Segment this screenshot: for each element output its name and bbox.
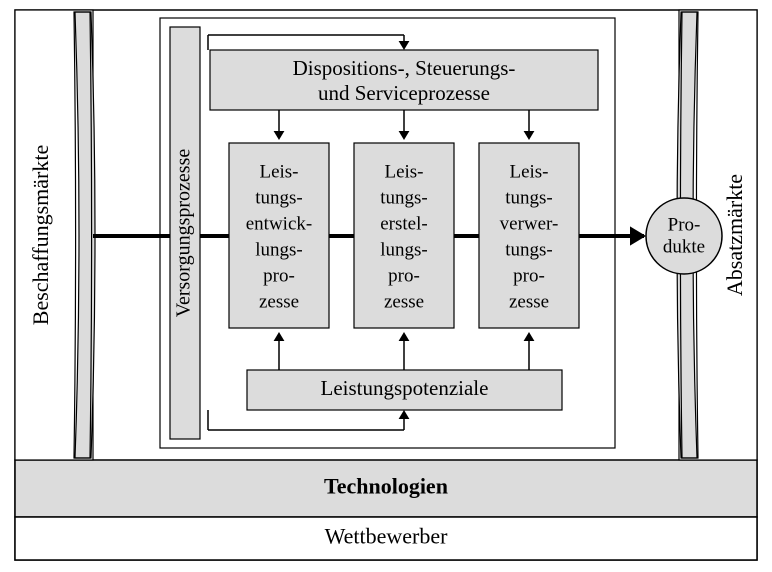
dispositions-box-line-0: Dispositions-, Steuerungs- bbox=[293, 56, 516, 80]
core-box-erstellung-line-2: erstel- bbox=[380, 213, 427, 234]
core-box-erstellung-line-1: tungs- bbox=[380, 187, 428, 208]
absatzmaerkte-label: Absatzmärkte bbox=[722, 174, 747, 296]
core-box-verwertung-line-0: Leis- bbox=[509, 161, 548, 182]
beschaffungsmaerkte-label: Beschaffungsmärkte bbox=[28, 145, 53, 325]
core-box-entwicklung-line-3: lungs- bbox=[255, 239, 303, 260]
core-box-erstellung-line-3: lungs- bbox=[380, 239, 428, 260]
technologien-label: Technologien bbox=[324, 474, 448, 499]
core-box-verwertung-line-1: tungs- bbox=[505, 187, 553, 208]
core-box-verwertung-line-2: verwer- bbox=[500, 213, 559, 234]
core-box-entwicklung-line-4: pro- bbox=[263, 265, 295, 286]
produkte-label-line-1: dukte bbox=[663, 236, 705, 257]
leistungspotenziale-label: Leistungspotenziale bbox=[321, 376, 489, 400]
core-box-erstellung-line-4: pro- bbox=[388, 265, 420, 286]
dispositions-box-line-1: und Serviceprozesse bbox=[318, 81, 490, 105]
core-box-entwicklung-line-5: zesse bbox=[259, 291, 299, 312]
core-box-verwertung-line-4: pro- bbox=[513, 265, 545, 286]
core-box-verwertung-line-5: zesse bbox=[509, 291, 549, 312]
core-box-verwertung-line-3: tungs- bbox=[505, 239, 553, 260]
core-box-erstellung-line-0: Leis- bbox=[384, 161, 423, 182]
process-diagram: Technologien Wettbewerber Beschaffungsmärk… bbox=[0, 0, 772, 572]
produkte-label-line-0: Pro- bbox=[668, 214, 701, 235]
wettbewerber-label: Wettbewerber bbox=[325, 524, 449, 549]
versorgungsprozesse-label: Versorgungsprozesse bbox=[173, 149, 195, 318]
core-box-erstellung-line-5: zesse bbox=[384, 291, 424, 312]
core-box-entwicklung-line-1: tungs- bbox=[255, 187, 303, 208]
core-box-entwicklung-line-0: Leis- bbox=[259, 161, 298, 182]
core-box-entwicklung-line-2: entwick- bbox=[246, 213, 312, 234]
